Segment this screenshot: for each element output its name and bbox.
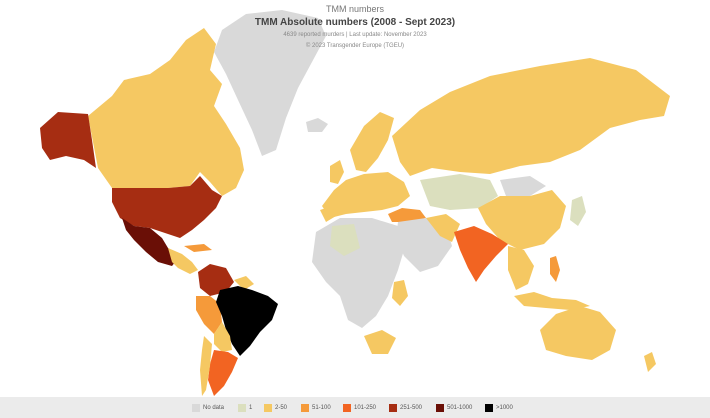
legend-item-no-data[interactable]: No data [192,403,224,413]
legend-item-251-500[interactable]: 251-500 [389,403,422,413]
region-north-africa[interactable] [312,218,404,328]
map-credit: © 2023 Transgender Europe (TGEU) [305,43,405,49]
region-europe[interactable] [322,172,410,218]
legend-swatch [192,404,200,412]
legend-swatch [343,404,351,412]
legend: No data 1 2-50 51-100 101-250 251-500 50… [0,397,710,418]
region-iceland[interactable] [306,118,328,132]
map-subtitle: 4639 reported murders | Last update: Nov… [283,32,427,38]
legend-swatch [264,404,272,412]
region-central-asia[interactable] [420,174,498,210]
world-map [40,10,670,396]
legend-label: 101-250 [354,405,377,411]
region-morocco[interactable] [320,206,336,222]
legend-item-101-250[interactable]: 101-250 [343,403,376,413]
region-colombia[interactable] [198,264,234,296]
region-mexico[interactable] [122,218,180,266]
region-australia[interactable] [540,306,616,360]
region-alaska[interactable] [40,112,96,168]
map-title: TMM Absolute numbers (2008 - Sept 2023) [254,17,456,28]
region-scandinavia[interactable] [350,112,394,172]
region-southeast-asia[interactable] [508,246,534,290]
legend-label: 2-50 [275,405,288,411]
legend-swatch [238,404,246,412]
legend-label: No data [203,405,225,411]
legend-item-over-1000[interactable]: >1000 [485,403,513,413]
region-philippines[interactable] [550,256,560,282]
region-united-kingdom[interactable] [330,160,344,184]
region-bolivia[interactable] [214,322,232,352]
region-greenland[interactable] [214,10,326,156]
region-argentina[interactable] [208,350,238,396]
legend-swatch [389,404,397,412]
legend-label: 1 [249,405,253,411]
region-canada[interactable] [88,28,244,196]
legend-label: >1000 [496,405,513,411]
legend-label: 251-500 [400,405,423,411]
legend-label: 51-100 [312,405,331,411]
region-turkey[interactable] [388,208,426,222]
region-cuba[interactable] [184,244,212,252]
region-mongolia[interactable] [500,176,546,196]
region-china[interactable] [478,190,566,250]
legend-swatch [301,404,309,412]
app-title: TMM numbers [325,4,384,14]
legend-swatch [436,404,444,412]
region-new-zealand[interactable] [644,352,656,372]
legend-item-501-1000[interactable]: 501-1000 [436,403,472,413]
region-algeria[interactable] [330,224,360,256]
region-japan[interactable] [570,196,586,226]
region-iran[interactable] [426,214,460,242]
legend-swatch [485,404,493,412]
region-united-states[interactable] [112,176,222,238]
region-peru[interactable] [196,296,222,334]
region-india[interactable] [454,226,508,282]
region-brazil[interactable] [216,286,278,356]
region-east-africa[interactable] [392,280,408,306]
region-indonesia[interactable] [514,292,590,310]
region-central-america[interactable] [168,248,198,274]
region-south-africa[interactable] [364,330,396,354]
region-chile[interactable] [200,336,212,396]
legend-item-1[interactable]: 1 [238,403,252,413]
region-russia[interactable] [392,58,670,176]
region-guianas[interactable] [234,276,254,290]
legend-item-2-50[interactable]: 2-50 [264,403,287,413]
legend-label: 501-1000 [447,405,473,411]
legend-item-51-100[interactable]: 51-100 [301,403,331,413]
